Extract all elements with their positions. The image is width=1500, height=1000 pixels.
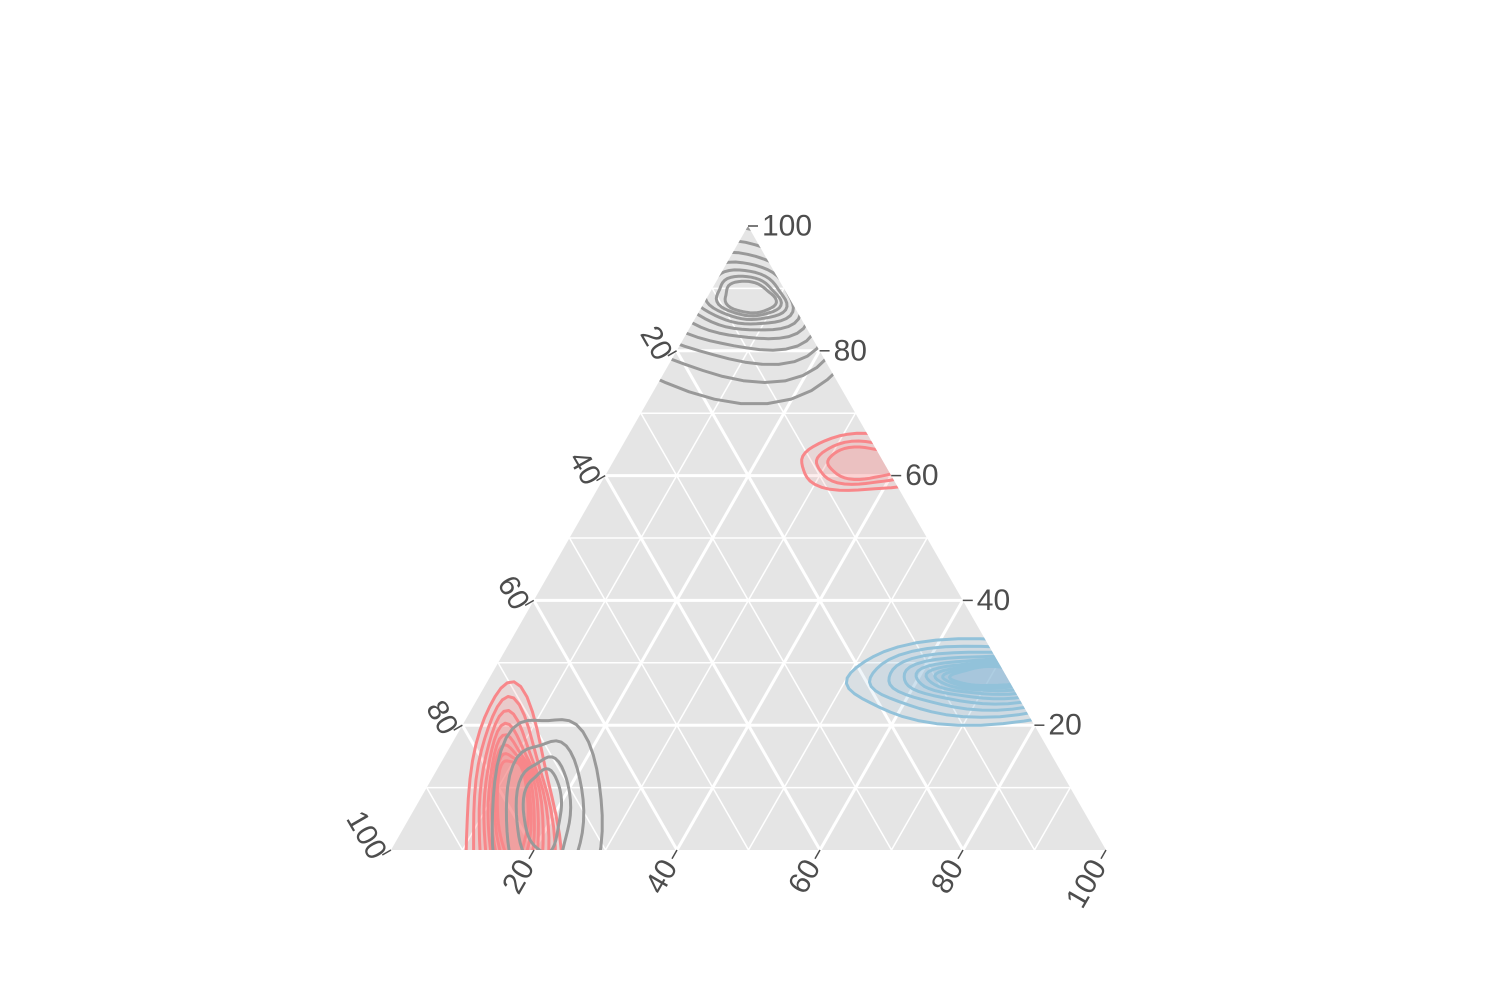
grid-lines [426, 287, 1071, 851]
tick-label: 40 [977, 584, 1010, 617]
contour-line [490, 718, 604, 850]
grid-line [568, 537, 750, 851]
tick-label: 80 [925, 854, 970, 899]
contour-series [464, 680, 565, 850]
grid-line [532, 599, 679, 851]
contour-group [464, 226, 1106, 850]
tick-label: 60 [905, 459, 938, 492]
contour-line [504, 739, 586, 850]
density-contours [464, 226, 1106, 850]
tick-label: 20 [1048, 709, 1081, 742]
contour-line [826, 445, 906, 481]
tick-mark [1100, 849, 1107, 860]
tick-label: 40 [639, 854, 684, 899]
tick-mark [381, 849, 392, 856]
tick-mark [528, 849, 535, 860]
tick-label: 100 [762, 210, 812, 243]
grid-line [426, 787, 464, 851]
tick-label: 100 [339, 805, 393, 865]
contour-line [714, 274, 783, 318]
tick-mark [667, 350, 677, 357]
tick-mark [524, 599, 535, 607]
tick-mark [596, 474, 606, 482]
grid-line [747, 537, 928, 851]
contour-line [521, 767, 563, 850]
tick-mark [814, 849, 821, 860]
grid-line [1033, 787, 1071, 851]
tick-label: 80 [834, 334, 867, 367]
grid-line [961, 724, 1036, 851]
contour-series [844, 637, 1106, 727]
tick-mark [453, 724, 463, 731]
grid-line [604, 412, 857, 851]
tick-label: 60 [782, 854, 827, 899]
contour-line [514, 755, 573, 850]
tick-label: 20 [496, 854, 541, 899]
contour-line [723, 279, 778, 315]
grid-line [640, 412, 893, 851]
grid-line [818, 599, 965, 851]
contour-series [490, 718, 604, 850]
tick-mark [957, 849, 964, 860]
tick-label: 100 [1060, 854, 1114, 914]
tick-mark [671, 849, 678, 860]
